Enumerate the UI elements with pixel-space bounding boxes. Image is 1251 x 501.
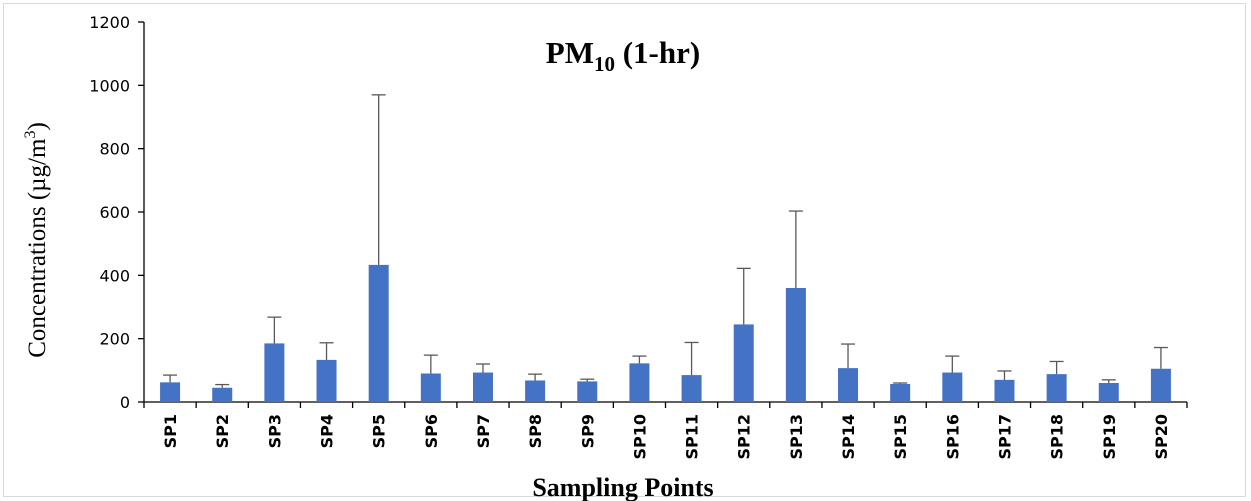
x-tick-label: SP13 (787, 414, 806, 460)
title-subscript: 10 (594, 52, 615, 76)
bar-sp9 (577, 381, 598, 402)
x-tick-label: SP9 (578, 414, 597, 448)
bar-sp4 (316, 359, 337, 402)
ylabel-main: Concentrations (µg/m (24, 138, 51, 358)
x-tick-label: SP11 (683, 414, 702, 460)
bar-sp14 (838, 368, 859, 402)
x-tick-label: SP12 (735, 414, 754, 460)
bar-sp11 (681, 375, 702, 402)
bar-sp1 (160, 382, 181, 402)
title-main: PM (546, 35, 594, 70)
x-tick-label: SP2 (213, 414, 232, 448)
bar-sp8 (525, 380, 546, 402)
ylabel-suffix: ) (24, 122, 51, 130)
bar-sp5 (368, 264, 389, 402)
x-tick-label: SP20 (1152, 414, 1171, 460)
plot-area: PM10 (1-hr) Concentrations (µg/m3) Sampl… (22, 13, 1188, 501)
x-tick-label: SP3 (265, 414, 284, 448)
chart-frame (3, 3, 1246, 497)
x-tick-label: SP10 (630, 414, 649, 460)
bar-sp2 (212, 387, 233, 402)
bar-sp19 (1098, 383, 1119, 402)
y-axis-label: Concentrations (µg/m3) (22, 122, 51, 358)
bar-sp7 (472, 372, 493, 402)
x-tick-label: SP14 (839, 414, 858, 460)
bar-sp6 (420, 373, 441, 402)
y-tick-label: 1000 (89, 76, 130, 95)
y-tick-label: 800 (99, 140, 130, 159)
bar-sp12 (733, 324, 754, 402)
chart-title: PM10 (1-hr) (546, 35, 700, 76)
bar-sp15 (890, 383, 911, 402)
bar-sp10 (629, 363, 650, 402)
y-tick-label: 400 (99, 266, 130, 285)
ylabel-superscript: 3 (22, 131, 39, 139)
bar-sp16 (942, 372, 963, 402)
title-suffix: (1-hr) (615, 35, 700, 70)
bar-sp18 (1046, 374, 1067, 402)
x-tick-label: SP8 (526, 414, 545, 448)
bar-sp3 (264, 343, 285, 402)
y-tick-label: 1200 (89, 13, 130, 32)
x-tick-label: SP17 (995, 414, 1014, 460)
y-tick-label: 200 (99, 330, 130, 349)
x-tick-label: SP18 (1048, 414, 1067, 460)
x-axis-label: Sampling Points (532, 473, 713, 501)
bar-sp13 (785, 288, 806, 402)
x-tick-label: SP19 (1100, 414, 1119, 460)
bar-sp20 (1150, 368, 1171, 402)
x-tick-label: SP7 (474, 414, 493, 448)
bar-sp17 (994, 379, 1015, 402)
x-tick-label: SP1 (161, 414, 180, 448)
x-tick-label: SP5 (370, 414, 389, 448)
x-tick-label: SP6 (422, 414, 441, 448)
x-tick-label: SP4 (318, 414, 337, 448)
y-tick-label: 0 (120, 393, 130, 412)
x-tick-label: SP15 (891, 414, 910, 460)
x-tick-label: SP16 (943, 414, 962, 460)
y-tick-label: 600 (99, 203, 130, 222)
